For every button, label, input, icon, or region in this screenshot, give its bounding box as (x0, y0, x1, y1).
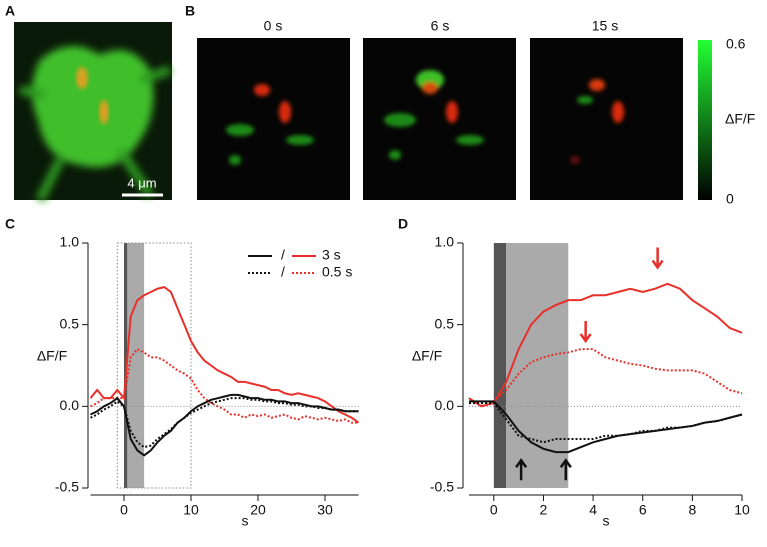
x-tick-label: 8 (688, 502, 696, 518)
x-tick-label: 0 (120, 502, 128, 518)
series-line (468, 282, 743, 408)
image-a: 4 μm (14, 22, 172, 203)
y-axis-label: ΔF/F (412, 348, 442, 364)
colorbar-max: 0.6 (726, 36, 746, 52)
x-tick-label: 4 (589, 502, 597, 518)
zoom-box (116, 242, 192, 489)
x-tick-label: 0 (490, 502, 498, 518)
stimulus (127, 243, 145, 488)
arrow (515, 458, 528, 481)
series-line (90, 397, 359, 449)
y-tick-label: 0.5 (60, 315, 80, 331)
arrow (579, 321, 592, 344)
legend-separator: / (281, 247, 285, 263)
panel-label: C (5, 216, 15, 232)
arrow (559, 458, 572, 481)
image-time: 6 s (431, 18, 450, 34)
series-line (89, 286, 360, 424)
x-axis-label: s (242, 513, 249, 529)
stimulus (124, 243, 128, 488)
panel-label: A (5, 3, 15, 19)
arrow (651, 247, 664, 270)
x-tick-label: 6 (639, 502, 647, 518)
image-time: 15 s (592, 18, 618, 34)
series-line (90, 347, 359, 424)
x-tick-label: 10 (734, 502, 750, 518)
legend-label: 0.5 s (322, 264, 352, 280)
x-axis-label: s (603, 513, 610, 529)
y-tick-label: 0.0 (435, 397, 455, 413)
series-line (468, 348, 743, 408)
x-tick-label: 10 (183, 502, 199, 518)
series-line (469, 400, 743, 454)
y-tick-label: 0.5 (435, 315, 455, 331)
panel-label: D (398, 216, 408, 232)
y-tick-label: 1.0 (60, 234, 80, 250)
legend-label: 3 s (322, 247, 341, 263)
y-tick-label: 1.0 (435, 234, 455, 250)
y-tick-label: 0.0 (60, 397, 80, 413)
stimulus (506, 243, 569, 488)
colorbar (698, 40, 712, 200)
colorbar-min: 0 (726, 191, 734, 207)
image-b (197, 38, 683, 200)
panel-label: B (185, 3, 195, 19)
x-tick-label: 30 (317, 502, 333, 518)
y-tick-label: -0.5 (430, 479, 454, 495)
y-tick-label: -0.5 (55, 479, 79, 495)
scale-bar-label: 4 μm (127, 175, 156, 190)
legend-separator: / (281, 264, 285, 280)
colorbar-title: ΔF/F (725, 111, 755, 127)
stimulus (493, 243, 507, 488)
image-time: 0 s (264, 18, 283, 34)
x-tick-label: 2 (540, 502, 548, 518)
y-axis-label: ΔF/F (37, 348, 67, 364)
x-tick-label: 20 (250, 502, 266, 518)
